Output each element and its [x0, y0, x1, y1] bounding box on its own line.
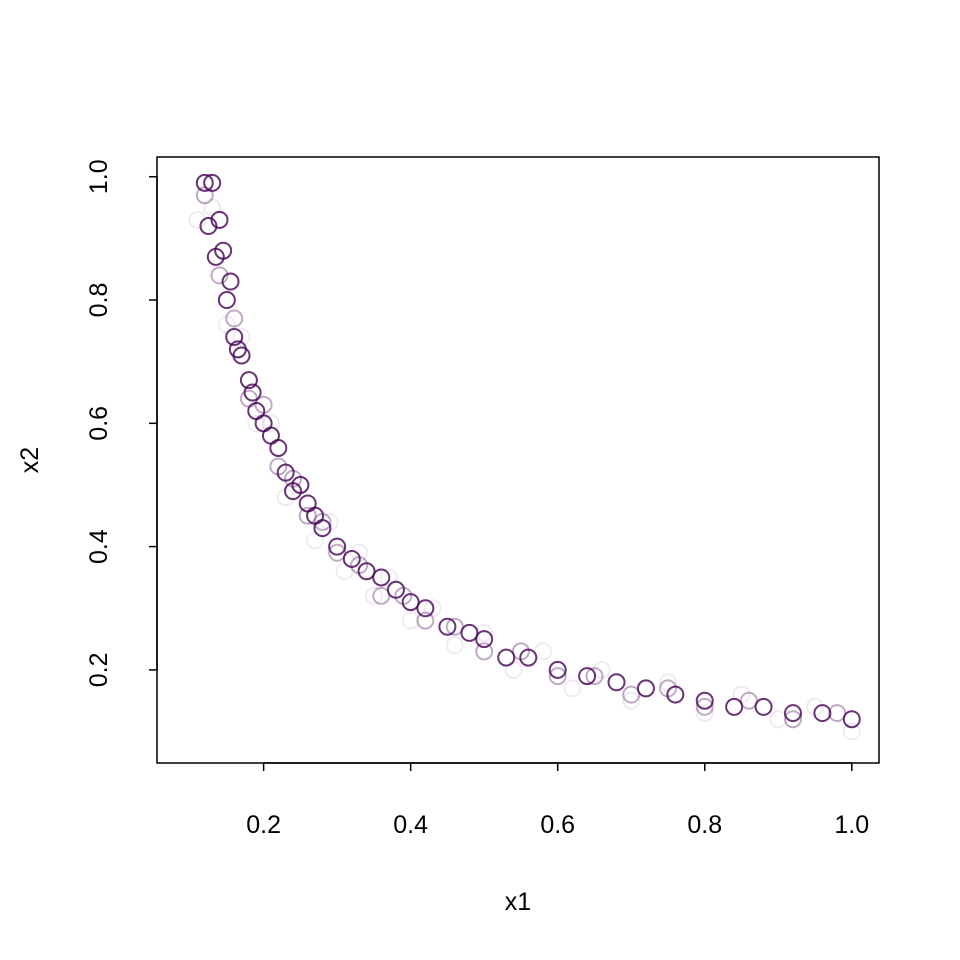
point: [416, 599, 435, 618]
point: [298, 494, 317, 513]
point: [335, 562, 354, 581]
point: [592, 660, 611, 679]
x-tick-label: 1.0: [834, 811, 869, 839]
point: [199, 217, 218, 236]
point: [298, 506, 317, 525]
y-tick-label: 0.8: [85, 283, 113, 318]
point: [563, 679, 582, 698]
point: [221, 272, 240, 291]
point: [364, 586, 383, 605]
point: [695, 691, 714, 710]
x-tick-label: 0.4: [393, 811, 428, 839]
point: [783, 704, 802, 723]
point: [269, 438, 288, 457]
point: [754, 697, 773, 716]
point: [357, 562, 376, 581]
x-axis-label: x1: [505, 888, 531, 916]
point: [210, 266, 229, 285]
point: [475, 623, 494, 642]
point: [203, 173, 222, 192]
y-tick-label: 0.6: [85, 406, 113, 441]
point: [585, 667, 604, 686]
point: [519, 648, 538, 667]
point: [214, 241, 233, 260]
point: [607, 673, 626, 692]
point: [504, 660, 523, 679]
point: [313, 519, 332, 538]
point: [372, 586, 391, 605]
point: [533, 642, 552, 661]
point: [622, 691, 641, 710]
y-axis-label: x2: [16, 447, 44, 473]
point: [416, 611, 435, 630]
point: [261, 426, 280, 445]
x-tick-label: 0.8: [687, 811, 722, 839]
point: [475, 642, 494, 661]
point: [423, 599, 442, 618]
x-tick-label: 0.2: [246, 811, 281, 839]
point: [239, 371, 258, 390]
point: [372, 568, 391, 587]
point: [739, 691, 758, 710]
point: [725, 697, 744, 716]
point: [622, 685, 641, 704]
point: [225, 328, 244, 347]
point: [475, 630, 494, 649]
point: [813, 704, 832, 723]
point: [225, 309, 244, 328]
point: [232, 328, 251, 347]
point: [438, 617, 457, 636]
point: [306, 531, 325, 550]
point: [217, 291, 236, 310]
point: [497, 648, 516, 667]
point: [666, 685, 685, 704]
point: [548, 667, 567, 686]
point: [247, 414, 266, 433]
point: [291, 475, 310, 494]
point: [769, 710, 788, 729]
point: [695, 704, 714, 723]
y-tick-label: 1.0: [85, 159, 113, 194]
point: [460, 623, 479, 642]
point: [548, 660, 567, 679]
point: [386, 580, 405, 599]
point: [203, 198, 222, 217]
point: [695, 697, 714, 716]
point: [261, 414, 280, 433]
x-tick-label: 0.6: [540, 811, 575, 839]
y-tick-label: 0.2: [85, 653, 113, 688]
plot-box: [156, 156, 880, 764]
point: [842, 722, 861, 741]
point: [328, 543, 347, 562]
point: [401, 611, 420, 630]
point: [783, 710, 802, 729]
point: [232, 346, 251, 365]
point: [445, 636, 464, 655]
point: [578, 667, 597, 686]
point: [195, 173, 214, 192]
point: [636, 679, 655, 698]
point: [401, 593, 420, 612]
point: [445, 617, 464, 636]
point: [342, 549, 361, 568]
point: [276, 463, 295, 482]
point: [842, 710, 861, 729]
point: [243, 383, 262, 402]
point: [210, 210, 229, 229]
y-tick-label: 0.4: [85, 529, 113, 564]
point: [828, 704, 847, 723]
point: [328, 537, 347, 556]
point: [188, 210, 207, 229]
